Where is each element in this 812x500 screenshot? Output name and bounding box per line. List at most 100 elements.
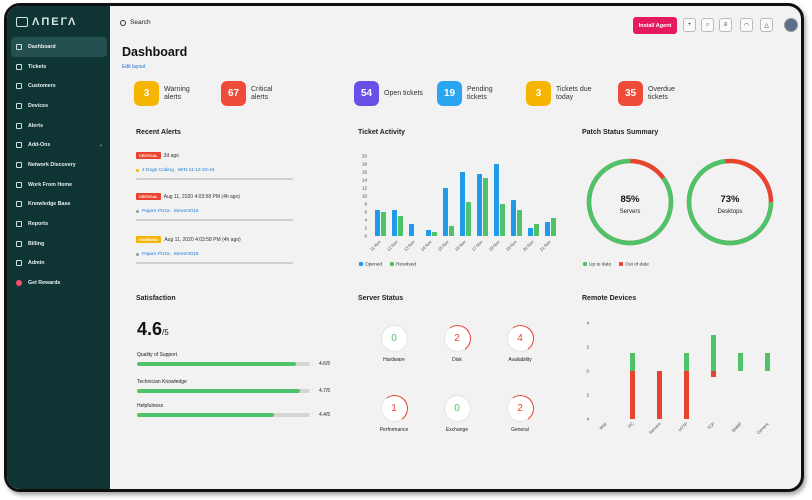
server-status-label: Availability: [508, 357, 532, 363]
remote-devices-title: Remote Devices: [582, 295, 637, 302]
server-status-disk[interactable]: 2 Disk: [427, 326, 487, 363]
server-status-availability[interactable]: 4 Availability: [490, 326, 550, 363]
alert-source-link[interactable]: Papa's Pizza . Server2016: [136, 209, 293, 214]
x-tick-label: SNMP: [731, 421, 743, 433]
add-ons-icon: [16, 142, 22, 149]
sidebar-item-admin[interactable]: Admin: [11, 254, 107, 274]
sidebar-item-label: Customers: [28, 83, 56, 90]
sidebar-nav: Dashboard Tickets Customers Devices Alerts Ad…: [11, 37, 107, 293]
legend-opened-swatch: [359, 262, 363, 266]
bar-opened: [392, 210, 397, 236]
chevron-down-icon: ⌄: [98, 142, 103, 149]
server-status-performance[interactable]: 1 Performance: [364, 396, 424, 433]
lightbulb-icon[interactable]: ○: [701, 18, 714, 32]
bar-resolved: [534, 224, 539, 236]
bar-opened: [477, 174, 482, 236]
sidebar-item-reports[interactable]: Reports: [11, 214, 107, 234]
status-dot-icon: [136, 253, 139, 256]
patch-status-rings: 85% Servers 73% Desktops: [586, 158, 774, 246]
sidebar-item-dashboard[interactable]: Dashboard: [11, 37, 107, 57]
ticket-activity-title: Ticket Activity: [358, 129, 406, 136]
bar-down: [684, 371, 689, 419]
sidebar-item-knowledge-base[interactable]: Knowledge Base: [11, 195, 107, 215]
kpi-card[interactable]: 19 Pending tickets: [437, 81, 507, 106]
bar-down: [657, 371, 662, 419]
alert-severity-badge: WARNING: [136, 236, 162, 244]
add-icon[interactable]: +: [683, 18, 696, 32]
customers-icon: [16, 83, 22, 90]
kpi-card[interactable]: 54 Open tickets: [354, 81, 424, 106]
alert-divider: [136, 219, 293, 221]
alert-header: WARNING Aug 11, 2020 4:03:58 PM (4h ago): [136, 231, 293, 249]
sidebar-item-label: Get Rewards: [28, 280, 61, 287]
bar-up: [711, 335, 716, 371]
kpi-card[interactable]: 35 Overdue tickets: [618, 81, 688, 106]
alert-source-link[interactable]: 4 Dogs Coding . WIN-11-12-33-44: [136, 168, 293, 173]
sidebar-item-label: Devices: [28, 102, 49, 109]
bell-icon[interactable]: ◠: [740, 18, 753, 32]
install-agent-button[interactable]: Install Agent: [633, 17, 677, 34]
search-bar[interactable]: Search: [120, 19, 151, 26]
knowledge-base-icon: [16, 201, 22, 208]
kpi-card[interactable]: 3 Tickets due today: [526, 81, 596, 106]
alert-source-text: Papa's Pizza . Server2019: [142, 252, 199, 257]
alert-source-link[interactable]: Papa's Pizza . Server2019: [136, 252, 293, 257]
kpi-label: Critical alerts: [251, 85, 273, 101]
kpi-label: Warning alerts: [164, 85, 190, 101]
server-status-general[interactable]: 2 General: [490, 396, 550, 433]
x-tick-label: Servers: [648, 421, 662, 435]
tickets-icon: [16, 63, 22, 70]
alert-timestamp: Aug 11, 2020 4:03:58 PM (4h ago): [164, 236, 241, 243]
satisfaction-metric-name: Quality of Support: [137, 352, 178, 358]
bar-resolved: [500, 204, 505, 236]
server-status-hardware[interactable]: 0 Hardware: [364, 326, 424, 363]
x-tick-label: 21 Nov: [539, 239, 553, 253]
top-bar: Search Install Agent + ○ ≡ ◠ △: [110, 6, 801, 38]
sidebar-item-customers[interactable]: Customers: [11, 76, 107, 96]
sidebar-item-network-discovery[interactable]: Network Discovery: [11, 155, 107, 175]
work-from-home-icon: [16, 181, 22, 188]
avatar[interactable]: [784, 18, 798, 32]
kpi-card[interactable]: 67 Critical alerts: [221, 81, 291, 106]
brand-logo[interactable]: ΛΠΕΓΛ: [16, 16, 77, 28]
sidebar-item-billing[interactable]: Billing: [11, 234, 107, 254]
legend-resolved-label: Resolved: [396, 262, 417, 268]
bar-opened: [426, 230, 431, 236]
page-title: Dashboard: [122, 45, 188, 59]
sidebar-item-devices[interactable]: Devices: [11, 96, 107, 116]
kpi-card[interactable]: 3 Warning alerts: [134, 81, 204, 106]
kpi-label: Open tickets: [384, 89, 423, 97]
notes-icon[interactable]: ≡: [719, 18, 732, 32]
y-tick-label: 4: [586, 417, 589, 422]
warning-icon[interactable]: △: [760, 18, 773, 32]
server-status-count: 2: [507, 396, 533, 421]
y-tick-label: 2: [586, 345, 589, 350]
kpi-value: 67: [221, 81, 246, 106]
y-tick-label: 0: [586, 369, 589, 374]
status-dot-icon: [136, 169, 139, 172]
satisfaction-metric-name: Helpfulness: [137, 403, 164, 409]
alert-item[interactable]: CRITICAL 3d ago 4 Dogs Coding . WIN-11-12-…: [136, 147, 293, 180]
billing-icon: [16, 240, 22, 247]
satisfaction-fill: [137, 389, 300, 393]
kpi-label: Pending tickets: [467, 85, 493, 101]
x-tick-label: 16 Nov: [454, 239, 468, 253]
kpi-value: 54: [354, 81, 379, 106]
server-status-exchange[interactable]: 0 Exchange: [427, 396, 487, 433]
bar-up: [630, 353, 635, 371]
sidebar-item-tickets[interactable]: Tickets: [11, 57, 107, 77]
sidebar-item-work-from-home[interactable]: Work From Home: [11, 175, 107, 195]
sidebar-item-get-rewards[interactable]: Get Rewards: [11, 273, 107, 293]
bar-up: [738, 353, 743, 371]
patch-legend: Up to date Out of date: [583, 262, 649, 267]
remote-devices-chart: 4 2 0 2 4 Mstr PC Servers HTTP TCP SNMP Generic: [586, 321, 770, 435]
alert-item[interactable]: CRITICAL Aug 11, 2020 4:03:58 PM (4h ago)…: [136, 188, 293, 221]
sidebar-item-label: Add-Ons: [28, 142, 51, 149]
server-status-count: 4: [507, 326, 533, 351]
alert-item[interactable]: WARNING Aug 11, 2020 4:03:58 PM (4h ago) P…: [136, 231, 293, 264]
y-tick-label: 14: [362, 178, 368, 183]
sidebar-item-alerts[interactable]: Alerts: [11, 116, 107, 136]
edit-layout-link[interactable]: Edit layout: [122, 64, 146, 70]
y-tick-label: 16: [362, 170, 368, 175]
sidebar-item-add-ons[interactable]: Add-Ons ⌄: [11, 135, 107, 155]
